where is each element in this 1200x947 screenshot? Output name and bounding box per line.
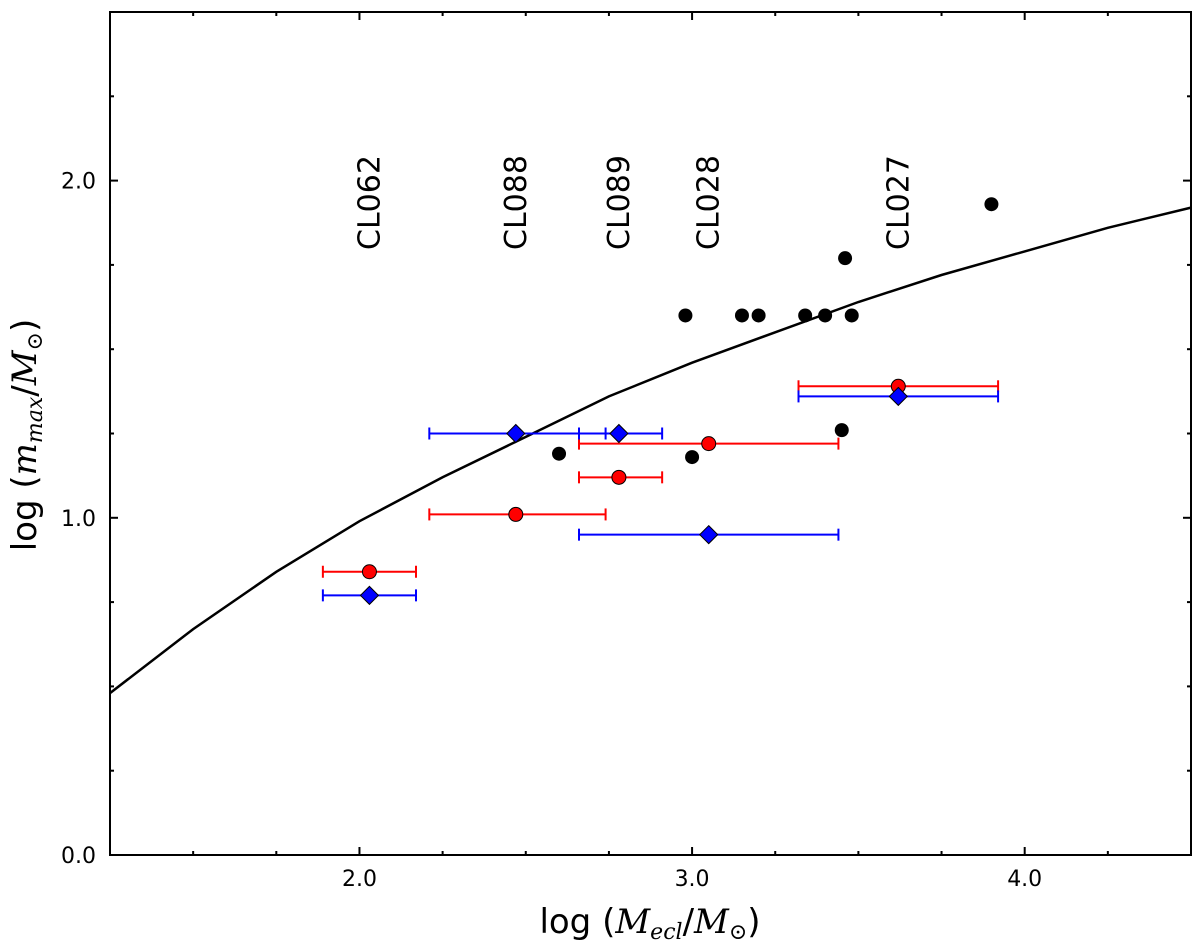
black-point-7 <box>834 423 849 438</box>
tick-layer: 2.0 3.0 4.0 0.0 1.0 2.0 <box>61 11 1191 892</box>
black-point-6 <box>818 308 833 323</box>
cluster-label-layer: CL062 CL088 CL089 CL028 CL027 <box>352 155 916 250</box>
x-tick-label: 2.0 <box>342 867 377 892</box>
black-point-2 <box>685 450 700 465</box>
cluster-label-cl027: CL027 <box>881 155 916 250</box>
x-tick-label: 3.0 <box>675 867 710 892</box>
cluster-label-cl089: CL089 <box>602 155 637 250</box>
black-point-5 <box>798 308 813 323</box>
x-axis-label: log (Mecl/M⊙) <box>539 902 760 945</box>
red-point-3 <box>701 436 717 452</box>
black-point-0 <box>552 446 567 461</box>
blue-point-3 <box>699 524 719 545</box>
cluster-label-cl088: CL088 <box>499 155 534 250</box>
y-tick-label: 2.0 <box>61 170 96 195</box>
black-point-4 <box>751 308 766 323</box>
errorbar-layer <box>321 380 1000 602</box>
plot-frame <box>109 11 1192 856</box>
y-tick-label: 1.0 <box>61 507 96 532</box>
blue-point-1 <box>506 423 526 444</box>
black-point-3 <box>734 308 749 323</box>
red-point-2 <box>611 469 627 485</box>
black-point-1 <box>678 308 693 323</box>
blue-point-2 <box>609 423 629 444</box>
cluster-label-cl028: CL028 <box>692 155 727 250</box>
relation-curve <box>109 206 1192 695</box>
black-point-9 <box>844 308 859 323</box>
y-tick-label: 0.0 <box>61 844 96 869</box>
marker-layer <box>359 197 999 606</box>
y-axis-label: log (mmax/M⊙) <box>5 319 48 552</box>
blue-point-4 <box>888 386 909 407</box>
red-point-1 <box>508 506 524 522</box>
cluster-label-cl062: CL062 <box>352 155 387 250</box>
red-point-0 <box>361 564 377 580</box>
black-point-8 <box>838 251 853 266</box>
curve-layer <box>109 206 1192 695</box>
x-tick-label: 4.0 <box>1007 867 1042 892</box>
blue-point-0 <box>359 585 380 606</box>
black-point-10 <box>984 197 999 212</box>
